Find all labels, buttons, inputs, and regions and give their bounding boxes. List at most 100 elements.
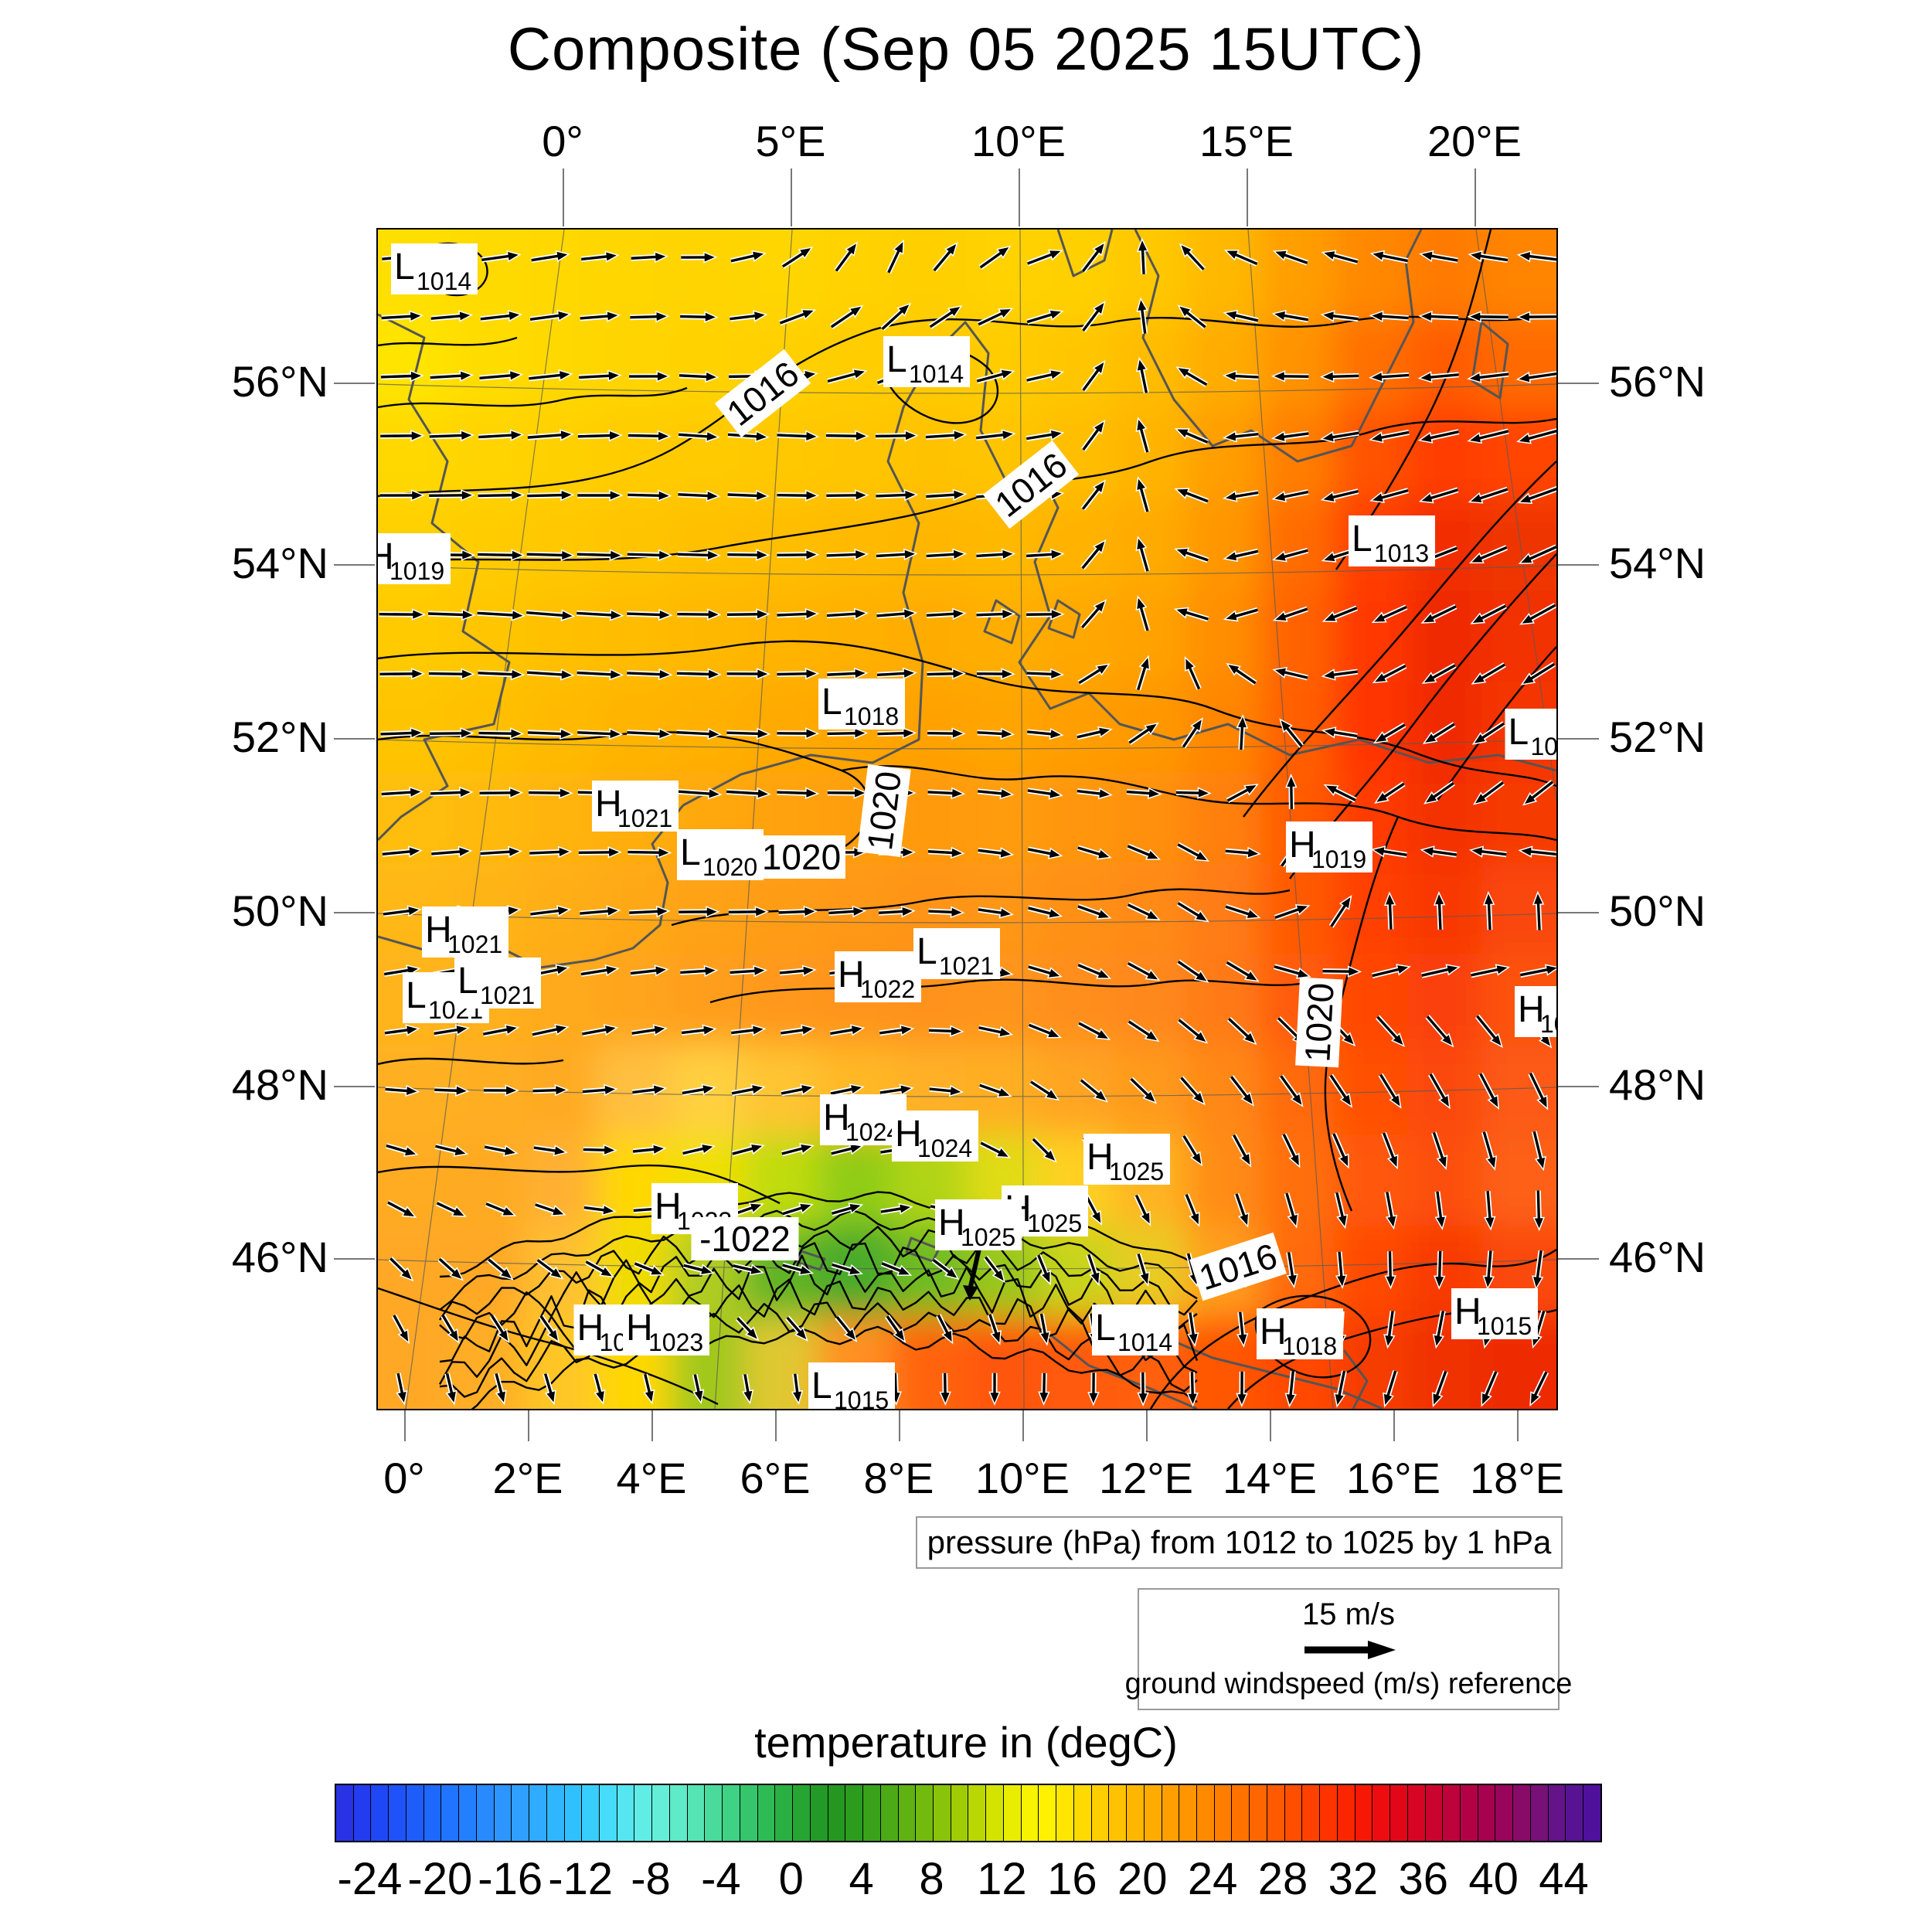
svg-text:H: H [1087,1137,1114,1178]
colorbar-cell [459,1785,477,1841]
colorbar-tick-label: -12 [548,1854,614,1904]
lat-tick-mark-right [1558,1258,1599,1260]
pressure-caption: pressure (hPa) from 1012 to 1025 by 1 hP… [927,1524,1552,1560]
colorbar-tick-label: 4 [849,1854,874,1904]
lon-tick-label-bottom: 2°E [492,1454,563,1502]
svg-text:L: L [406,975,427,1016]
svg-text:L: L [1509,712,1529,753]
lat-tick-label-left: 46°N [231,1233,328,1281]
lon-tick-mark-bottom [651,1410,653,1441]
page-title: Composite (Sep 05 2025 15UTC) [507,15,1425,83]
lat-tick-label-right: 48°N [1609,1060,1706,1109]
wind-legend-caption: ground windspeed (m/s) reference [1124,1668,1573,1700]
lon-tick-mark-bottom [899,1410,900,1441]
colorbar-cell [863,1785,881,1841]
svg-text:H: H [626,1308,653,1349]
colorbar-cell [1461,1785,1478,1841]
colorbar-cell [564,1785,583,1841]
svg-text:1018: 1018 [1282,1332,1337,1360]
colorbar-tick-label: 32 [1328,1854,1379,1904]
alps-contour [439,1301,1198,1398]
colorbar-cell [617,1785,635,1841]
svg-text:1014: 1014 [1117,1328,1172,1356]
colorbar-cell [775,1785,794,1841]
colorbar-cell [1407,1785,1426,1841]
colorbar-cell [687,1785,706,1841]
colorbar-cell [1443,1785,1461,1841]
svg-text:101: 101 [1531,733,1557,760]
colorbar-cell [353,1785,372,1841]
svg-text:L: L [917,931,937,972]
lon-tick-mark-top [791,168,792,226]
lat-tick-label-right: 56°N [1609,357,1706,406]
svg-text:1020: 1020 [1297,982,1341,1063]
colorbar-cell [1021,1785,1039,1841]
pressure-center-label: L 1013 [1349,515,1435,567]
colorbar-cell [389,1785,406,1841]
lon-tick-mark-top [1247,168,1248,226]
lat-tick-label-left: 56°N [231,357,328,406]
lon-tick-mark-bottom [775,1410,777,1441]
contour-value-label: 1020 [1295,977,1343,1068]
alps-contour [439,1209,1198,1311]
colorbar-cell [828,1785,846,1841]
svg-text:H: H [838,954,865,995]
svg-text:1014: 1014 [909,360,964,388]
lat-tick-mark-right [1558,1086,1599,1087]
colorbar-cell [1548,1785,1566,1841]
colorbar-cell [371,1785,389,1841]
svg-text:H: H [1260,1311,1287,1352]
colorbar-title: temperature in (degC) [754,1718,1178,1767]
colorbar-cell [933,1785,951,1841]
svg-text:1020: 1020 [859,769,909,852]
lon-tick-mark-bottom [1517,1410,1519,1441]
svg-text:H: H [938,1202,965,1243]
alps-contour [439,1242,1198,1340]
colorbar-cell [529,1785,547,1841]
lat-tick-mark-left [334,564,375,566]
colorbar-cell [810,1785,828,1841]
svg-text:1021: 1021 [480,981,535,1009]
svg-text:H: H [895,1114,922,1155]
svg-text:1014: 1014 [417,267,471,295]
lon-tick-label-bottom: 4°E [616,1454,687,1502]
colorbar-cell [740,1785,758,1841]
lon-tick-label-bottom: 12°E [1098,1454,1194,1502]
colorbar-cell [1390,1785,1408,1841]
colorbar-cell [1196,1785,1215,1841]
lat-tick-mark-left [334,1086,375,1087]
map-frame: L1014L101410161016L1013H1019L1018H1021L1… [376,228,1558,1410]
lon-tick-mark-bottom [1393,1410,1395,1441]
colorbar-cell [1144,1785,1162,1841]
colorbar-cell [1250,1785,1267,1841]
colorbar-tick-label: 28 [1257,1854,1308,1904]
lon-tick-mark-top [1475,168,1476,226]
colorbar-cell [1425,1785,1444,1841]
alps-contour [439,1226,1198,1321]
lat-tick-label-right: 52°N [1609,713,1706,761]
lat-tick-mark-right [1558,383,1599,384]
pressure-center-label: L 1021 [403,972,489,1024]
colorbar-cell [494,1785,512,1841]
colorbar-cell [723,1785,740,1841]
colorbar-cell [1039,1785,1057,1841]
colorbar-cell [600,1785,617,1841]
colorbar-cell [1478,1785,1496,1841]
colorbar-cell [1302,1785,1321,1841]
svg-text:1025: 1025 [961,1223,1015,1251]
svg-text:1025: 1025 [1027,1209,1082,1237]
colorbar-tick-label: -8 [631,1854,671,1904]
svg-text:1021: 1021 [617,804,672,832]
colorbar-tick-label: -24 [337,1854,403,1904]
colorbar-cell [1355,1785,1373,1841]
lat-tick-label-right: 46°N [1609,1233,1706,1281]
colorbar-tick-label: -20 [407,1854,473,1904]
svg-text:1015: 1015 [1477,1312,1532,1340]
svg-text:L: L [821,682,842,723]
colorbar-cell [476,1785,495,1841]
